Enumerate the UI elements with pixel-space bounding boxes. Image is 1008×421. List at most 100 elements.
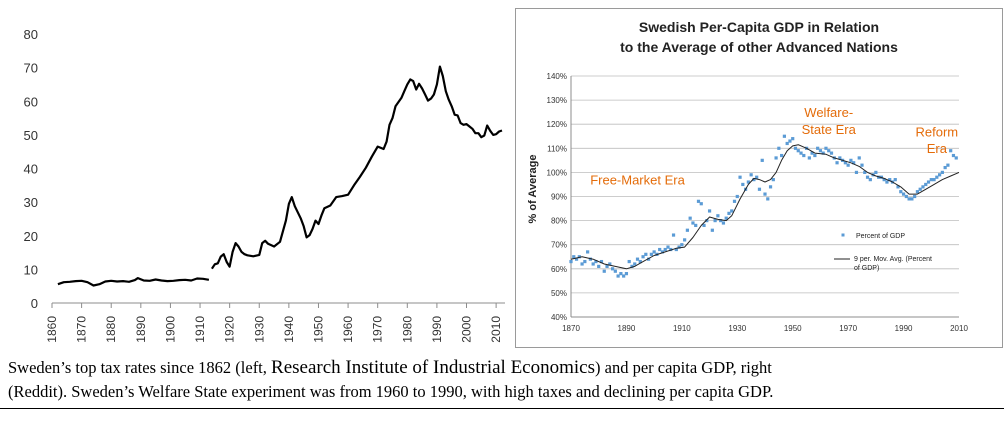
gdp-data-point (888, 178, 892, 182)
gdp-data-point (865, 175, 870, 179)
tax-rate-line (57, 277, 210, 287)
x-tick-label: 1890 (134, 316, 148, 343)
gdp-data-point (807, 156, 811, 160)
gdp-data-point (627, 259, 631, 264)
y-tick-label: 40 (24, 162, 38, 177)
gdp-data-point (721, 221, 726, 225)
gdp-data-point (860, 163, 864, 167)
y-axis-label: % of Average (527, 155, 539, 224)
gdp-data-point (694, 223, 698, 228)
gdp-data-point (622, 274, 626, 278)
gdp-data-point (619, 272, 623, 276)
tax-rate-chart: 0 10 20 30 40 50 60 70 80 1860 1870 1880 1890 1900 19… (24, 27, 505, 343)
gdp-data-point (635, 257, 640, 261)
gdp-data-point (597, 264, 601, 268)
gdp-data-point (771, 178, 775, 182)
gdp-data-point (749, 173, 753, 177)
y-tick-label: 10 (24, 262, 38, 277)
gdp-data-point (580, 262, 584, 266)
gdp-data-point (705, 219, 709, 223)
x-tick-label: 1970 (839, 324, 857, 333)
y-tick-label: 130% (547, 96, 567, 105)
tax-rate-line (210, 65, 503, 270)
gdp-data-point (843, 161, 847, 165)
x-tick-label: 1970 (371, 316, 385, 343)
gdp-data-point (835, 161, 839, 165)
gdp-data-point (649, 252, 653, 256)
gdp-chart-title: Swedish Per-Capita GDP in Relation to th… (516, 17, 1002, 57)
gdp-data-point (785, 141, 789, 146)
caption-divider (0, 408, 1004, 409)
y-tick-label: 110% (547, 144, 567, 153)
gdp-data-point (838, 156, 842, 160)
gdp-data-point (613, 269, 617, 273)
gdp-data-point (680, 243, 684, 247)
gdp-data-point (943, 165, 947, 170)
y-tick-label: 0 (31, 296, 38, 311)
gdp-data-point (624, 272, 629, 276)
gdp-data-point (641, 255, 645, 259)
x-tick-label: 1860 (45, 316, 59, 343)
x-tick-label: 1900 (163, 316, 177, 343)
gdp-data-point (652, 250, 656, 254)
gdp-data-point (768, 185, 773, 189)
gdp-data-point (605, 264, 609, 268)
gdp-data-point (586, 250, 590, 254)
gdp-data-point (863, 170, 867, 174)
gdp-data-point (929, 178, 933, 182)
caption-source: Research Institute of Industrial Economi… (271, 357, 595, 378)
gdp-data-point (755, 175, 759, 179)
gdp-data-point (735, 194, 739, 199)
caption-text: ) and per capita GDP, right (595, 358, 772, 377)
gdp-data-point (677, 245, 681, 249)
gdp-data-point (719, 219, 723, 223)
x-tick-label: 2000 (460, 316, 474, 343)
gdp-data-point (788, 139, 792, 143)
gdp-data-point (710, 228, 714, 232)
gdp-data-point (602, 269, 606, 273)
gdp-data-point (608, 262, 612, 266)
caption-line-2: (Reddit). Sweden’s Welfare State experim… (8, 382, 774, 401)
gdp-data-point (921, 185, 925, 189)
gdp-data-point (846, 163, 850, 167)
gdp-data-point (774, 156, 778, 160)
legend-marker-points (841, 233, 845, 237)
x-tick-label: 1950 (311, 316, 325, 343)
y-tick-label: 60 (24, 94, 38, 109)
y-tick-label: 140% (547, 72, 567, 81)
gdp-data-point (904, 194, 908, 199)
gdp-data-point (633, 262, 637, 266)
gdp-data-point (741, 182, 745, 187)
gdp-data-point (854, 170, 859, 174)
gdp-data-point (610, 267, 615, 271)
gdp-data-point (782, 134, 786, 138)
figure-caption: Sweden’s top tax rates since 1862 (left,… (8, 356, 1004, 404)
gdp-data-point (946, 163, 950, 167)
gdp-data-point (907, 197, 911, 201)
x-tick-label: 1920 (223, 316, 237, 343)
x-tick-label: 1950 (784, 324, 802, 333)
gdp-data-point (663, 247, 667, 252)
gdp-data-point (738, 175, 742, 179)
gdp-data-point (569, 259, 573, 264)
y-tick-label: 60% (551, 265, 567, 274)
era-annotation: Era (927, 141, 948, 156)
gdp-data-point (658, 247, 662, 252)
gdp-data-point (588, 257, 592, 261)
y-tick-label: 70 (24, 61, 38, 76)
era-annotation: Welfare- (804, 105, 853, 120)
gdp-data-point (766, 197, 770, 201)
gdp-data-point (821, 151, 825, 155)
legend-label: Percent of GDP (856, 233, 905, 240)
x-tick-label: 1870 (75, 316, 89, 343)
legend-label: 9 per. Mov. Avg. (Percent of GDP) (854, 256, 932, 272)
gdp-data-point (818, 149, 823, 153)
gdp-data-point (760, 158, 764, 162)
gdp-data-point (666, 245, 670, 249)
gdp-data-point (802, 153, 806, 158)
x-tick-label: 1940 (282, 316, 296, 343)
x-tick-label: 1910 (673, 324, 691, 333)
gdp-data-point (813, 153, 817, 158)
gdp-data-point (757, 187, 762, 191)
y-tick-label: 40% (551, 313, 567, 322)
